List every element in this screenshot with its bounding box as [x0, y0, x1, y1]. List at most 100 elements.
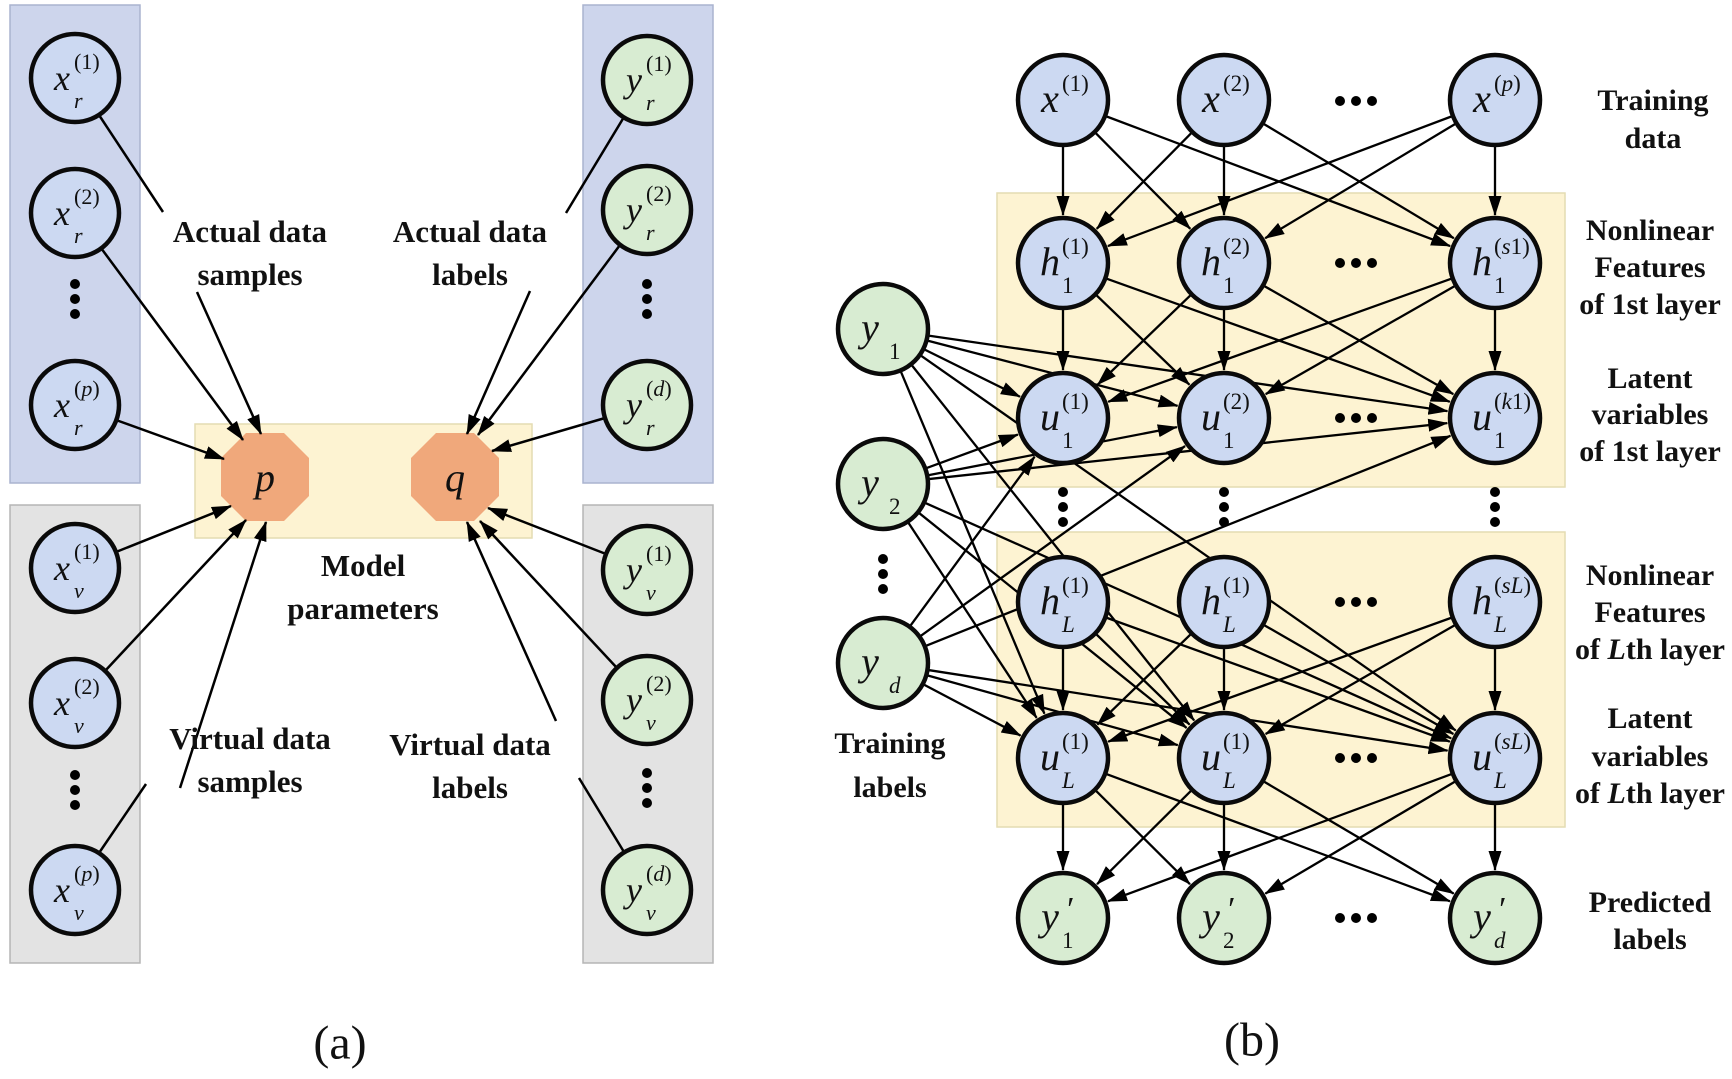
node-base-xr1: x [53, 58, 70, 98]
training-labels-label-line2: labels [853, 771, 926, 804]
node-sup-yvd: (d) [646, 861, 672, 886]
ellipsis-dot [1335, 913, 1345, 923]
ellipsis-dot [642, 309, 652, 319]
edge-y3-u13 [925, 434, 1452, 647]
latent-L-label-line2: variables [1592, 740, 1709, 773]
node-base-hL3: h [1472, 578, 1492, 623]
node-sub-u12: 1 [1223, 428, 1235, 453]
node-prime-yp1: ′ [1065, 891, 1073, 928]
node-sub-y1: 1 [889, 339, 901, 364]
subfigure-caption-b: (b) [1224, 1014, 1280, 1067]
edge-h13-u11 [1107, 277, 1453, 403]
ellipsis-dot [1367, 258, 1377, 268]
nonlinear-1-label-line3: of 1st layer [1579, 288, 1721, 321]
node-base-yv2: y [623, 680, 642, 720]
node-sup-x3: (p) [1494, 71, 1521, 96]
arrow-a-0 [97, 114, 165, 213]
node-sub-yv2: v [646, 710, 656, 735]
node-base-h13: h [1472, 239, 1492, 284]
ellipsis-dot [1367, 753, 1377, 763]
node-circle-u11 [1015, 370, 1111, 466]
group-labels: p q Actual data samples Actual data labels Mod… [169, 84, 1725, 1070]
edge-h13-u12 [1264, 284, 1456, 396]
node-circle-xv2 [28, 656, 122, 750]
node-base-u13: u [1472, 394, 1492, 439]
arrow-a-11 [491, 416, 606, 453]
latent-1-label-line1: Latent [1608, 362, 1693, 395]
ellipsis-dot [1490, 487, 1500, 497]
arrow-a-6 [178, 521, 268, 789]
group-nodes: x (1)rx (2)rx (p)rx (1)vx (2)vx (p)vy (1)ry (2)r… [28, 31, 1543, 966]
node-sup-hL1: (1) [1062, 573, 1089, 598]
node-sup-u13: (k1) [1494, 389, 1531, 414]
node-base-y3: y [857, 639, 879, 684]
ellipsis-dot [1351, 597, 1361, 607]
ellipsis-dot [878, 554, 888, 564]
ellipsis-dot [70, 785, 80, 795]
edge-y3-uL1 [923, 683, 1022, 737]
node-sub-yr2: r [646, 220, 655, 245]
node-sup-u11: (1) [1062, 389, 1089, 414]
node-sub-xvp: v [74, 900, 84, 925]
latent-L-label-line1: Latent [1608, 702, 1693, 735]
latent-L-label-line3: of Lth layer [1575, 777, 1725, 810]
node-sub-xrp: r [74, 415, 83, 440]
ellipsis-dot [878, 584, 888, 594]
node-circle-xr1 [28, 31, 122, 125]
node-base-yvd: y [623, 870, 642, 910]
node-sub-yvd: v [646, 900, 656, 925]
ellipsis-dot [70, 309, 80, 319]
ellipsis-dot [642, 294, 652, 304]
training-data-label-line2: data [1625, 122, 1682, 155]
node-sup-uL1: (1) [1062, 729, 1089, 754]
node-circle-uL2 [1176, 710, 1272, 806]
ellipsis-dot [1351, 913, 1361, 923]
node-sup-xr1: (1) [74, 49, 100, 74]
node-sup-yrd: (d) [646, 376, 672, 401]
node-sup-uL2: (1) [1223, 729, 1250, 754]
arrow-a-3 [115, 418, 225, 461]
node-circle-x1 [1015, 52, 1111, 148]
virtual-data-labels-label-line1: Virtual data [389, 727, 551, 762]
ellipsis-dot [1335, 597, 1345, 607]
node-sup-h12: (2) [1223, 234, 1250, 259]
virtual-data-labels-label-line2: labels [432, 770, 508, 805]
node-sub-uL2: L [1222, 768, 1236, 793]
ellipsis-dot [1351, 96, 1361, 106]
node-base-x2: x [1201, 76, 1220, 121]
arrow-a-10 [476, 244, 622, 436]
group-edges [97, 114, 1502, 903]
node-base-uL2: u [1201, 734, 1221, 779]
ellipsis-dot [1219, 517, 1229, 527]
edge-y1-u11 [923, 348, 1021, 398]
node-circle-u12 [1176, 370, 1272, 466]
actual-data-samples-label-line2: samples [197, 257, 302, 292]
edge-y3-uL2 [927, 674, 1179, 747]
ellipsis-dot [1058, 487, 1068, 497]
node-sup-xrp: (p) [74, 376, 100, 401]
octagon-label-p: p [252, 455, 275, 500]
node-circle-x3 [1447, 52, 1543, 148]
latent-1-label-line3: of 1st layer [1579, 435, 1721, 468]
ellipsis-dot [1367, 597, 1377, 607]
node-base-xr2: x [53, 193, 70, 233]
edge-uL3-yp1 [1107, 772, 1453, 903]
node-sup-xvp: (p) [74, 861, 100, 886]
node-sub-yrd: r [646, 415, 655, 440]
node-sup-x2: (2) [1223, 71, 1250, 96]
edge-uL2-yp1 [1096, 789, 1193, 885]
node-sub-u11: 1 [1062, 428, 1074, 453]
node-base-yr1: y [623, 60, 642, 100]
ellipsis-dot [1219, 487, 1229, 497]
node-base-u11: u [1040, 394, 1060, 439]
nonlinear-L-label-line3: of Lth layer [1575, 633, 1725, 666]
node-circle-y1 [835, 281, 931, 377]
node-sub-h13: 1 [1494, 273, 1506, 298]
node-circle-yp2 [1176, 870, 1272, 966]
node-circle-hL1 [1015, 554, 1111, 650]
node-prime-yp2: ′ [1226, 891, 1234, 928]
node-base-uL1: u [1040, 734, 1060, 779]
arrow-a-5 [104, 519, 247, 672]
edge-hL2-uL1 [1096, 633, 1192, 726]
node-circle-uL1 [1015, 710, 1111, 806]
